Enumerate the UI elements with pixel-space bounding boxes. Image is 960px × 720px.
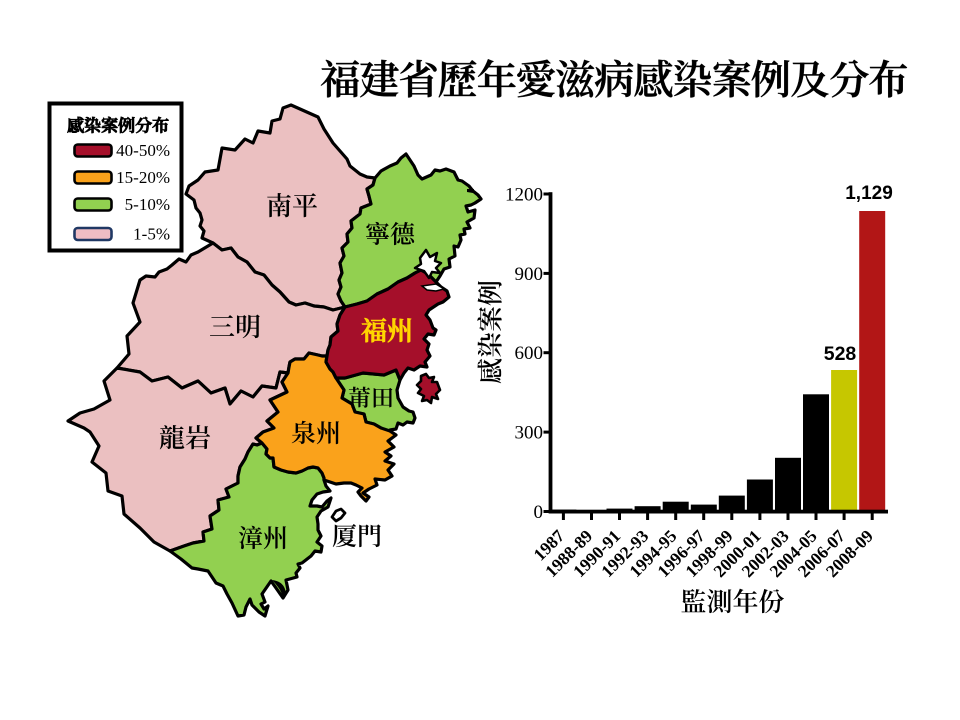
svg-text:300: 300 — [515, 423, 544, 444]
svg-text:1-5%: 1-5% — [133, 225, 170, 244]
svg-text:5-10%: 5-10% — [125, 195, 170, 214]
svg-text:528: 528 — [824, 343, 857, 365]
svg-text:1200: 1200 — [505, 185, 543, 206]
svg-text:900: 900 — [515, 264, 544, 285]
svg-text:40-50%: 40-50% — [116, 141, 170, 160]
svg-text:0: 0 — [534, 502, 544, 523]
svg-text:1,129: 1,129 — [845, 183, 893, 204]
svg-text:15-20%: 15-20% — [116, 168, 170, 187]
svg-text:600: 600 — [515, 343, 544, 364]
